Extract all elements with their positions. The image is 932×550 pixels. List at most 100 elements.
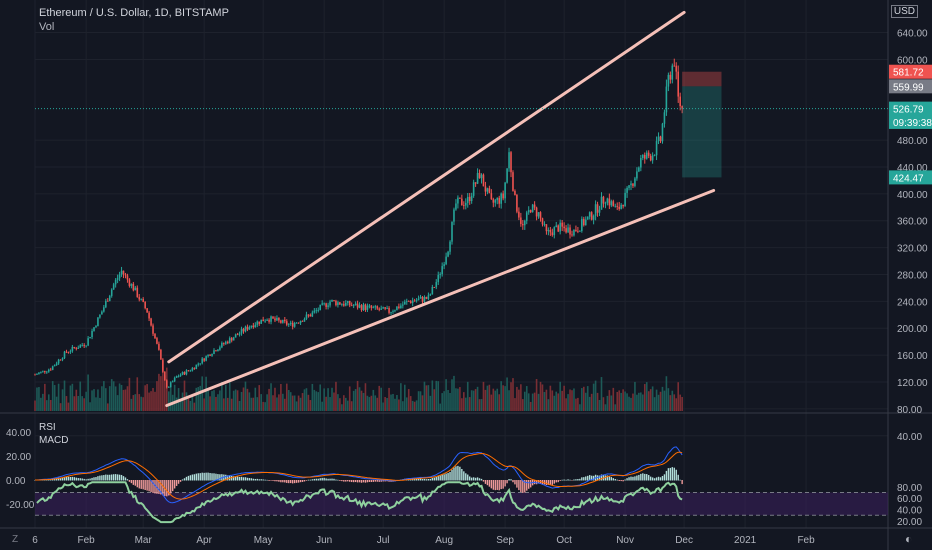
candle-body — [632, 183, 634, 186]
macd-tick-label: 20.00 — [6, 452, 31, 463]
price-tick-label: 160.00 — [897, 351, 928, 362]
volume-bar — [274, 387, 276, 411]
volume-bar — [282, 393, 284, 411]
volume-bar — [67, 402, 70, 411]
macd-histogram-bar — [484, 480, 487, 484]
volume-bar — [179, 399, 182, 411]
candle-body — [400, 305, 402, 309]
candle-body — [116, 278, 119, 280]
macd-histogram-bar — [559, 480, 561, 481]
candle-body — [439, 274, 442, 275]
candle-body — [193, 368, 196, 370]
macd-histogram-bar — [191, 474, 194, 481]
volume-bar — [344, 397, 347, 411]
candle-body — [663, 112, 666, 124]
macd-histogram-bar — [225, 474, 227, 481]
volume-bar — [352, 390, 355, 411]
volume-bar — [99, 397, 101, 411]
volume-bar — [203, 398, 205, 411]
currency-button[interactable]: USD — [890, 5, 918, 18]
macd-histogram-bar — [640, 473, 642, 481]
macd-histogram-bar — [75, 477, 78, 481]
candle-body — [531, 204, 534, 213]
candle-body — [480, 174, 483, 179]
volume-bar — [201, 376, 203, 411]
candle-body — [75, 347, 78, 349]
volume-bar — [348, 386, 351, 411]
macd-histogram-bar — [290, 480, 292, 484]
macd-histogram-bar — [197, 473, 199, 481]
candle-body — [535, 207, 538, 217]
candle-body — [628, 185, 630, 188]
volume-bar — [527, 393, 530, 411]
candle-body — [181, 372, 184, 375]
volume-bar — [315, 391, 318, 411]
volume-bar — [598, 400, 601, 411]
candle-body — [358, 305, 361, 308]
symbol-title[interactable]: Ethereum / U.S. Dollar, 1D, BITSTAMP — [39, 7, 229, 19]
volume-bar — [522, 399, 524, 411]
macd-histogram-bar — [173, 480, 176, 489]
macd-histogram-bar — [343, 480, 345, 482]
macd-histogram-bar — [85, 479, 87, 481]
macd-histogram-bar — [126, 479, 129, 481]
timezone-icon[interactable]: Z — [12, 534, 19, 545]
candle-body — [197, 363, 200, 365]
candle-body — [114, 279, 117, 285]
volume-label: Vol — [39, 21, 55, 33]
candle-body — [205, 356, 207, 361]
candle-body — [447, 251, 449, 257]
macd-histogram-bar — [453, 467, 455, 481]
volume-bar — [486, 385, 489, 411]
candle-body — [335, 300, 337, 306]
candle-body — [42, 370, 44, 372]
volume-bar — [356, 380, 359, 411]
volume-bar — [57, 383, 60, 411]
volume-bar — [372, 389, 375, 411]
macd-histogram-bar — [280, 480, 282, 483]
price-tick-label: 480.00 — [897, 136, 928, 147]
volume-bar — [488, 384, 491, 411]
macd-histogram-bar — [467, 474, 469, 481]
volume-bar — [571, 390, 573, 411]
volume-bar — [224, 384, 227, 411]
candle-body — [156, 338, 158, 344]
volume-bar — [346, 400, 349, 411]
macd-histogram-bar — [675, 469, 677, 481]
volume-bar — [492, 388, 495, 411]
volume-bar — [394, 398, 396, 411]
macd-histogram-bar — [203, 472, 205, 481]
macd-histogram-bar — [79, 478, 81, 481]
macd-histogram-bar — [327, 478, 329, 481]
volume-bar — [535, 379, 538, 411]
volume-bar — [156, 381, 158, 411]
volume-bar — [445, 379, 447, 411]
volume-bar — [187, 398, 190, 411]
candle-body — [242, 328, 245, 332]
volume-bar — [333, 392, 335, 411]
volume-bar — [77, 395, 80, 411]
tradingview-logo-icon[interactable]: ◐ — [905, 532, 913, 546]
macd-histogram-bar — [465, 473, 467, 481]
macd-histogram-bar — [618, 480, 620, 481]
candle-body — [608, 198, 611, 206]
macd-histogram-bar — [162, 480, 164, 496]
candle-body — [368, 305, 371, 307]
macd-histogram-bar — [445, 473, 447, 481]
macd-histogram-bar — [488, 480, 491, 487]
volume-bar — [588, 396, 591, 411]
macd-histogram-bar — [413, 478, 416, 481]
volume-bar — [213, 390, 215, 411]
macd-label: MACD — [39, 435, 69, 446]
macd-histogram-bar — [537, 480, 540, 484]
candle-body — [311, 312, 314, 317]
volume-bar — [494, 390, 497, 411]
macd-histogram-bar — [272, 480, 274, 481]
candle-body — [553, 227, 556, 236]
candle-body — [545, 224, 548, 232]
volume-bar — [602, 397, 605, 411]
volume-bar — [83, 398, 85, 411]
volume-bar — [616, 391, 619, 411]
price-tag — [889, 79, 932, 94]
